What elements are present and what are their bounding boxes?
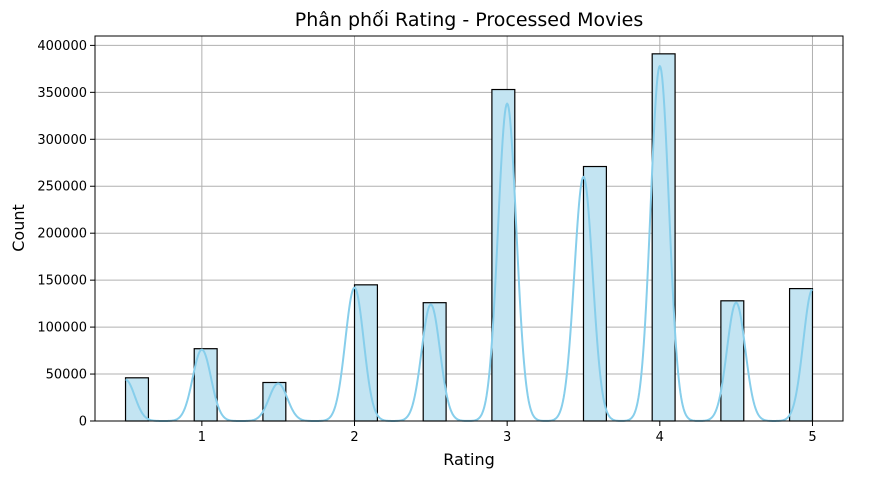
y-tick-label: 400000 [37,39,87,54]
y-axis-ticks: 0 50000 100000 150000 200000 250000 300000 3500… [37,39,95,430]
x-tick-label: 5 [808,430,816,445]
x-axis-label: Rating [443,450,495,469]
y-tick-label: 150000 [37,274,87,289]
y-axis-label: Count [9,204,28,252]
y-tick-label: 350000 [37,86,87,101]
plot-frame [94,35,844,422]
x-tick-label: 1 [198,430,206,445]
y-tick-label: 250000 [37,180,87,195]
y-tick-label: 100000 [37,321,87,336]
x-axis-ticks: 1 2 3 4 5 [198,421,817,445]
y-tick-label: 200000 [37,227,87,242]
x-tick-label: 3 [503,430,511,445]
y-tick-label: 0 [79,415,87,430]
y-tick-label: 50000 [46,368,87,383]
x-tick-label: 2 [350,430,358,445]
chart-title: Phân phối Rating - Processed Movies [295,9,643,31]
y-tick-label: 300000 [37,133,87,148]
x-tick-label: 4 [656,430,664,445]
